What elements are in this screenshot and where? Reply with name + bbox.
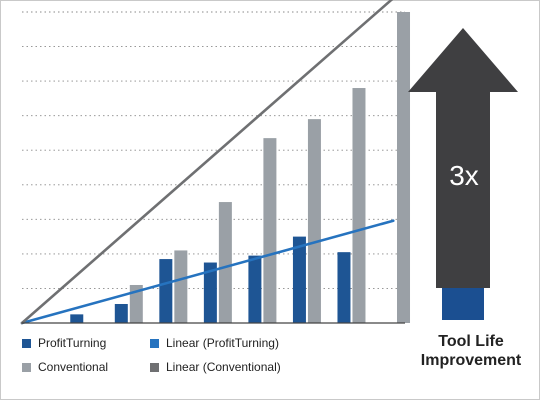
bar-conventional: [307, 119, 321, 323]
gridlines: [22, 11, 405, 289]
tool-life-arrow: [408, 28, 518, 320]
bar-profitturning: [203, 262, 217, 323]
trendlines: [20, 0, 395, 325]
bars: [70, 12, 411, 324]
bar-conventional: [263, 138, 277, 323]
caption-line-2: Improvement: [420, 352, 522, 369]
trendline-linear-conventional-: [20, 0, 394, 325]
bar-profitturning: [114, 303, 128, 323]
bar-conventional: [397, 12, 411, 323]
bar-conventional: [352, 88, 366, 324]
arrow-body: [408, 28, 518, 288]
legend-item-linear-conventional: Linear (Conventional): [150, 360, 281, 374]
legend-item-conventional: Conventional: [22, 360, 108, 374]
bar-profitturning: [70, 314, 84, 323]
multiplier-label: 3x: [449, 160, 479, 191]
legend-swatch: [150, 362, 159, 372]
bar-profitturning: [337, 252, 351, 323]
legend-label: Linear (ProfitTurning): [166, 336, 279, 350]
trendline-linear-profitturning-: [20, 219, 395, 325]
tool-life-caption: Tool Life Improvement: [416, 332, 526, 370]
legend-label: Conventional: [38, 360, 109, 374]
bar-profitturning: [159, 259, 173, 323]
legend-item-linear-profitturning: Linear (ProfitTurning): [150, 336, 279, 350]
bar-conventional: [218, 202, 232, 323]
bar-profitturning: [292, 236, 306, 323]
bar-conventional: [174, 250, 188, 323]
bar-profitturning: [248, 255, 262, 323]
legend-swatch: [22, 362, 31, 372]
legend-swatch: [150, 338, 159, 348]
legend-item-profitturning: ProfitTurning: [22, 336, 106, 350]
legend-label: ProfitTurning: [38, 336, 107, 350]
legend-swatch: [22, 338, 31, 348]
bar-conventional: [129, 284, 143, 323]
legend-label: Linear (Conventional): [166, 360, 281, 374]
caption-line-1: Tool Life: [438, 333, 504, 350]
arrow-base: [442, 288, 484, 320]
